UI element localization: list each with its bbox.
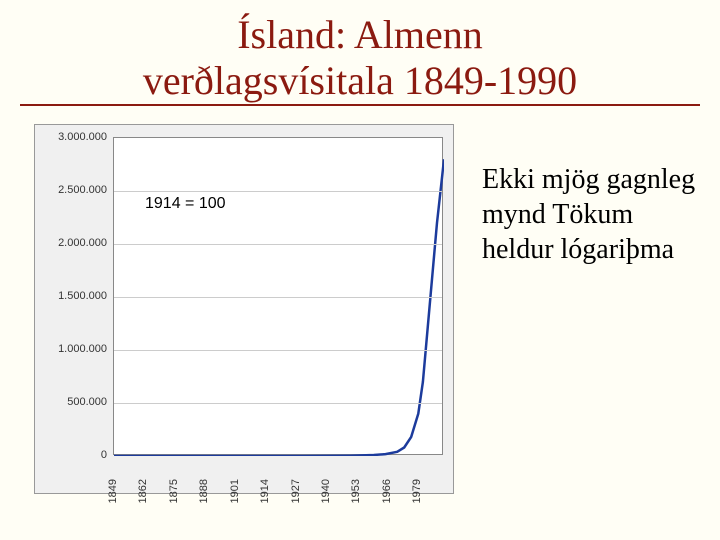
gridline	[114, 350, 442, 351]
title-line-2: verðlagsvísitala 1849-1990	[143, 58, 577, 103]
y-tick-label: 1.000.000	[37, 343, 107, 355]
x-tick-label: 1875	[168, 479, 180, 503]
y-tick-label: 500.000	[37, 396, 107, 408]
x-tick-label: 1849	[107, 479, 119, 503]
gridline	[114, 244, 442, 245]
x-tick-label: 1953	[350, 479, 362, 503]
page-title: Ísland: Almenn verðlagsvísitala 1849-199…	[20, 12, 700, 106]
y-tick-label: 3.000.000	[37, 131, 107, 143]
x-tick-label: 1914	[259, 479, 271, 503]
y-tick-label: 0	[37, 449, 107, 461]
title-line-1: Ísland: Almenn	[237, 12, 483, 57]
chart-annotation: 1914 = 100	[145, 195, 226, 213]
gridline	[114, 297, 442, 298]
y-tick-label: 2.500.000	[37, 184, 107, 196]
slide: Ísland: Almenn verðlagsvísitala 1849-199…	[0, 0, 720, 540]
x-tick-label: 1927	[290, 479, 302, 503]
x-tick-label: 1979	[411, 479, 423, 503]
x-tick-label: 1888	[198, 479, 210, 503]
plot-area	[113, 137, 443, 455]
commentary-text: Ekki mjög gagnleg mynd Tökum heldur lóga…	[482, 124, 700, 494]
gridline	[114, 191, 442, 192]
x-tick-label: 1966	[381, 479, 393, 503]
content-row: 1914 = 100 0 500.000 1.000.000 1.500.000 2.0…	[20, 124, 700, 494]
x-tick-label: 1901	[229, 479, 241, 503]
y-tick-label: 1.500.000	[37, 290, 107, 302]
y-tick-label: 2.000.000	[37, 237, 107, 249]
x-tick-label: 1940	[320, 479, 332, 503]
gridline	[114, 403, 442, 404]
x-tick-label: 1862	[137, 479, 149, 503]
price-index-chart: 1914 = 100 0 500.000 1.000.000 1.500.000 2.0…	[34, 124, 454, 494]
